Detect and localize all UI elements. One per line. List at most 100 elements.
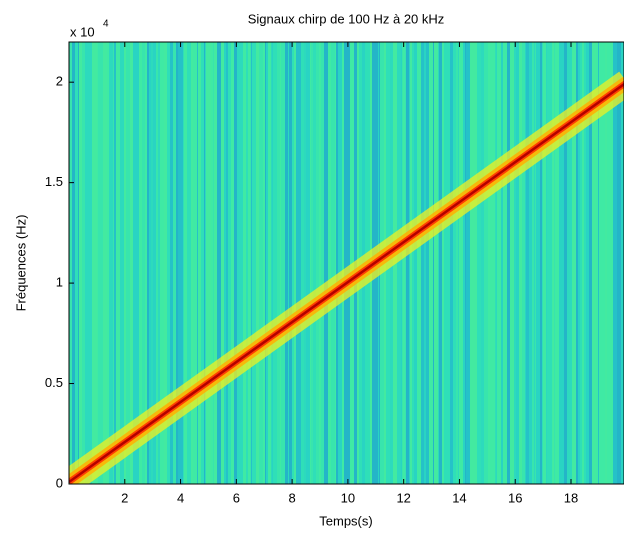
spectrum-stripe bbox=[433, 42, 434, 484]
spectrum-stripe bbox=[571, 42, 572, 484]
spectrum-stripe bbox=[547, 42, 548, 484]
spectrum-stripe bbox=[611, 42, 613, 484]
spectrum-stripe bbox=[197, 42, 198, 484]
spectrum-stripe bbox=[304, 42, 306, 484]
spectrum-stripe bbox=[477, 42, 481, 484]
spectrum-stripe bbox=[211, 42, 213, 484]
spectrum-stripe bbox=[439, 42, 442, 484]
y-tick-label: 0.5 bbox=[45, 375, 63, 390]
spectrum-stripe bbox=[120, 42, 124, 484]
spectrum-stripe bbox=[409, 42, 410, 484]
spectrum-stripe bbox=[109, 42, 113, 484]
spectrum-stripe bbox=[592, 42, 596, 484]
spectrum-stripe bbox=[522, 42, 525, 484]
spectrum-stripe bbox=[286, 42, 288, 484]
spectrum-stripe bbox=[153, 42, 156, 484]
spectrum-stripe bbox=[171, 42, 173, 484]
spectrum-stripe bbox=[273, 42, 277, 484]
spectrum-stripe bbox=[466, 42, 470, 484]
spectrum-stripe bbox=[542, 42, 543, 484]
spectrum-stripe bbox=[103, 42, 107, 484]
spectrum-stripe bbox=[289, 42, 292, 484]
x-tick-label: 14 bbox=[452, 490, 466, 505]
spectrum-stripe bbox=[214, 42, 217, 484]
spectrum-stripe bbox=[133, 42, 136, 484]
spectrum-stripe bbox=[208, 42, 210, 484]
spectrum-stripe bbox=[601, 42, 605, 484]
spectrum-stripe bbox=[540, 42, 542, 484]
spectrum-stripe bbox=[335, 42, 336, 484]
spectrum-stripe bbox=[316, 42, 319, 484]
chirp-line bbox=[69, 82, 624, 484]
spectrum-stripe bbox=[271, 42, 272, 484]
axes-frame bbox=[68, 41, 624, 485]
spectrum-stripe bbox=[434, 42, 438, 484]
spectrum-stripe bbox=[243, 42, 246, 484]
spectrum-stripe bbox=[142, 42, 145, 484]
spectrum-stripe bbox=[350, 42, 354, 484]
spectrum-stripe bbox=[204, 42, 205, 484]
spectrum-stripe bbox=[173, 42, 176, 484]
spectrum-stripe bbox=[564, 42, 567, 484]
spectrum-stripe bbox=[459, 42, 463, 484]
spectrum-stripe bbox=[221, 42, 224, 484]
y-axis-label: Fréquences (Hz) bbox=[13, 215, 28, 312]
spectrum-stripe bbox=[417, 42, 421, 484]
spectrum-stripe bbox=[210, 42, 211, 484]
x-tick-label: 16 bbox=[508, 490, 522, 505]
spectrum-stripe bbox=[519, 42, 520, 484]
spectrum-stripe bbox=[520, 42, 522, 484]
spectrum-stripe bbox=[313, 42, 316, 484]
chart-title: Signaux chirp de 100 Hz à 20 kHz bbox=[248, 11, 445, 26]
y-tick-label: 1.5 bbox=[45, 174, 63, 189]
spectrum-stripe bbox=[160, 42, 164, 484]
spectrum-stripe bbox=[613, 42, 617, 484]
x-tick-label: 8 bbox=[288, 490, 295, 505]
spectrum-stripe bbox=[324, 42, 328, 484]
spectrum-stripe bbox=[321, 42, 324, 484]
spectrum-stripe bbox=[311, 42, 313, 484]
spectrum-stripe bbox=[198, 42, 201, 484]
spectrum-stripe bbox=[621, 42, 624, 484]
spectrum-stripe bbox=[456, 42, 458, 484]
spectrum-stripe bbox=[572, 42, 576, 484]
spectrum-stripe bbox=[414, 42, 417, 484]
spectrum-stripe bbox=[496, 42, 497, 484]
spectrum-stripe bbox=[301, 42, 304, 484]
spectrum-stripe bbox=[328, 42, 331, 484]
spectrum-stripe bbox=[114, 42, 116, 484]
spectrum-stripe bbox=[266, 42, 268, 484]
spectrum-stripe bbox=[429, 42, 433, 484]
spectrum-stripe bbox=[338, 42, 342, 484]
spectrum-stripe bbox=[598, 42, 599, 484]
spectrum-stripe bbox=[176, 42, 178, 484]
spectrum-stripe bbox=[281, 42, 285, 484]
spectrum-stripe bbox=[546, 42, 547, 484]
spectrum-stripe bbox=[170, 42, 171, 484]
spectrum-stripe bbox=[294, 42, 296, 484]
spectrum-stripe bbox=[268, 42, 271, 484]
spectrum-stripe bbox=[296, 42, 298, 484]
spectrum-stripe bbox=[158, 42, 160, 484]
spectrum-stripe bbox=[187, 42, 191, 484]
spectrum-stripe bbox=[607, 42, 611, 484]
spectrum-stripe bbox=[277, 42, 280, 484]
spectrum-stripe bbox=[497, 42, 501, 484]
spectrum-stripe bbox=[525, 42, 526, 484]
spectrum-stripe bbox=[578, 42, 580, 484]
spectrum-stripe bbox=[484, 42, 488, 484]
spectrum-stripe bbox=[444, 42, 448, 484]
x-tick-label: 2 bbox=[121, 490, 128, 505]
spectrum-stripe bbox=[298, 42, 301, 484]
spectrum-stripe bbox=[248, 42, 250, 484]
spectrum-stripe bbox=[139, 42, 142, 484]
x-tick-label: 10 bbox=[341, 490, 355, 505]
spectrum-stripe bbox=[263, 42, 265, 484]
spectrum-stripe bbox=[580, 42, 582, 484]
spectrum-stripe bbox=[149, 42, 151, 484]
spectrum-stripe bbox=[310, 42, 311, 484]
spectrum-stripe bbox=[288, 42, 289, 484]
spectrum-stripe bbox=[536, 42, 540, 484]
spectrum-stripe bbox=[237, 42, 240, 484]
